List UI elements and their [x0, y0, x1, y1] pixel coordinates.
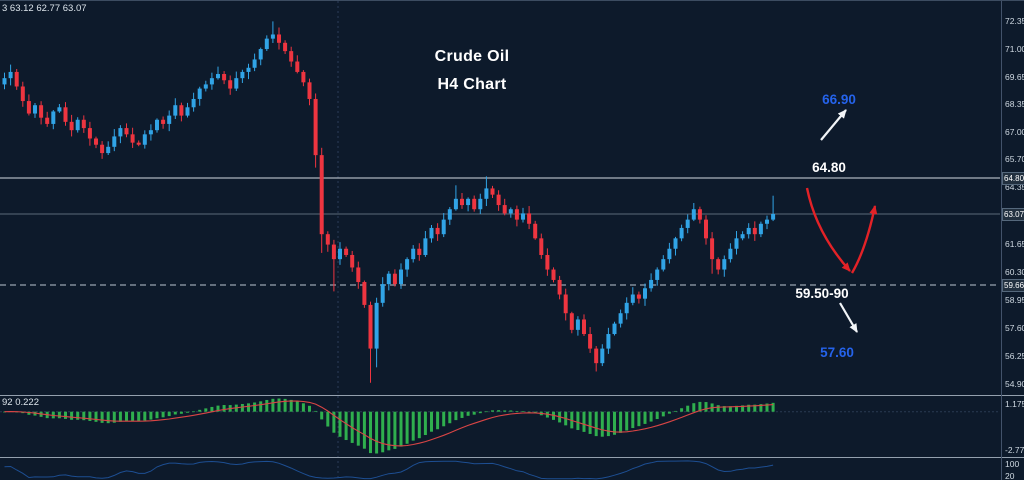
panel3-axis-label-bottom: 20 [1005, 471, 1015, 480]
arrow-to-downside-target [839, 302, 858, 333]
price-tick: 60.30 [1005, 266, 1024, 277]
price-tick: 64.35 [1005, 182, 1024, 193]
target-down-label: 57.60 [820, 345, 854, 360]
chart-title: Crude Oil [434, 48, 510, 65]
price-badge: 63.07 [1002, 208, 1024, 221]
target-up-label: 66.90 [822, 92, 856, 107]
arrow-to-upside-target [820, 109, 847, 141]
ohlc-readout: 3 63.12 62.77 63.07 [2, 3, 87, 14]
projection-arrow-up [850, 205, 878, 274]
price-tick: 57.60 [1005, 322, 1024, 333]
price-tick: 69.65 [1005, 72, 1024, 83]
price-axis[interactable]: 1.175 -2.776 100 20 72.35 71.00 69.65 68.35… [1001, 1, 1024, 480]
price-tick: 61.65 [1005, 238, 1024, 249]
price-badge: 64.80 [1002, 172, 1024, 186]
price-tick: 67.00 [1005, 127, 1024, 138]
price-tick: 54.90 [1005, 378, 1024, 389]
support-zone-label: 59.50-90 [795, 286, 849, 301]
price-tick: 71.00 [1005, 44, 1024, 55]
price-tick: 68.35 [1005, 99, 1024, 110]
chart-subtitle: H4 Chart [437, 76, 507, 93]
resistance-label: 64.80 [812, 160, 846, 175]
macd-axis-min: -2.776 [1005, 445, 1024, 455]
price-tick: 58.95 [1005, 294, 1024, 305]
projection-arrow-down [805, 187, 851, 272]
price-tick: 65.70 [1005, 154, 1024, 165]
price-tick: 72.35 [1005, 15, 1024, 26]
panel3-axis-label-top: 100 [1005, 459, 1020, 469]
macd-values: 92 0.222 [2, 397, 39, 408]
price-tick: 56.25 [1005, 350, 1024, 361]
price-badge: 59.66 [1002, 278, 1024, 292]
macd-axis-max: 1.175 [1005, 399, 1024, 409]
